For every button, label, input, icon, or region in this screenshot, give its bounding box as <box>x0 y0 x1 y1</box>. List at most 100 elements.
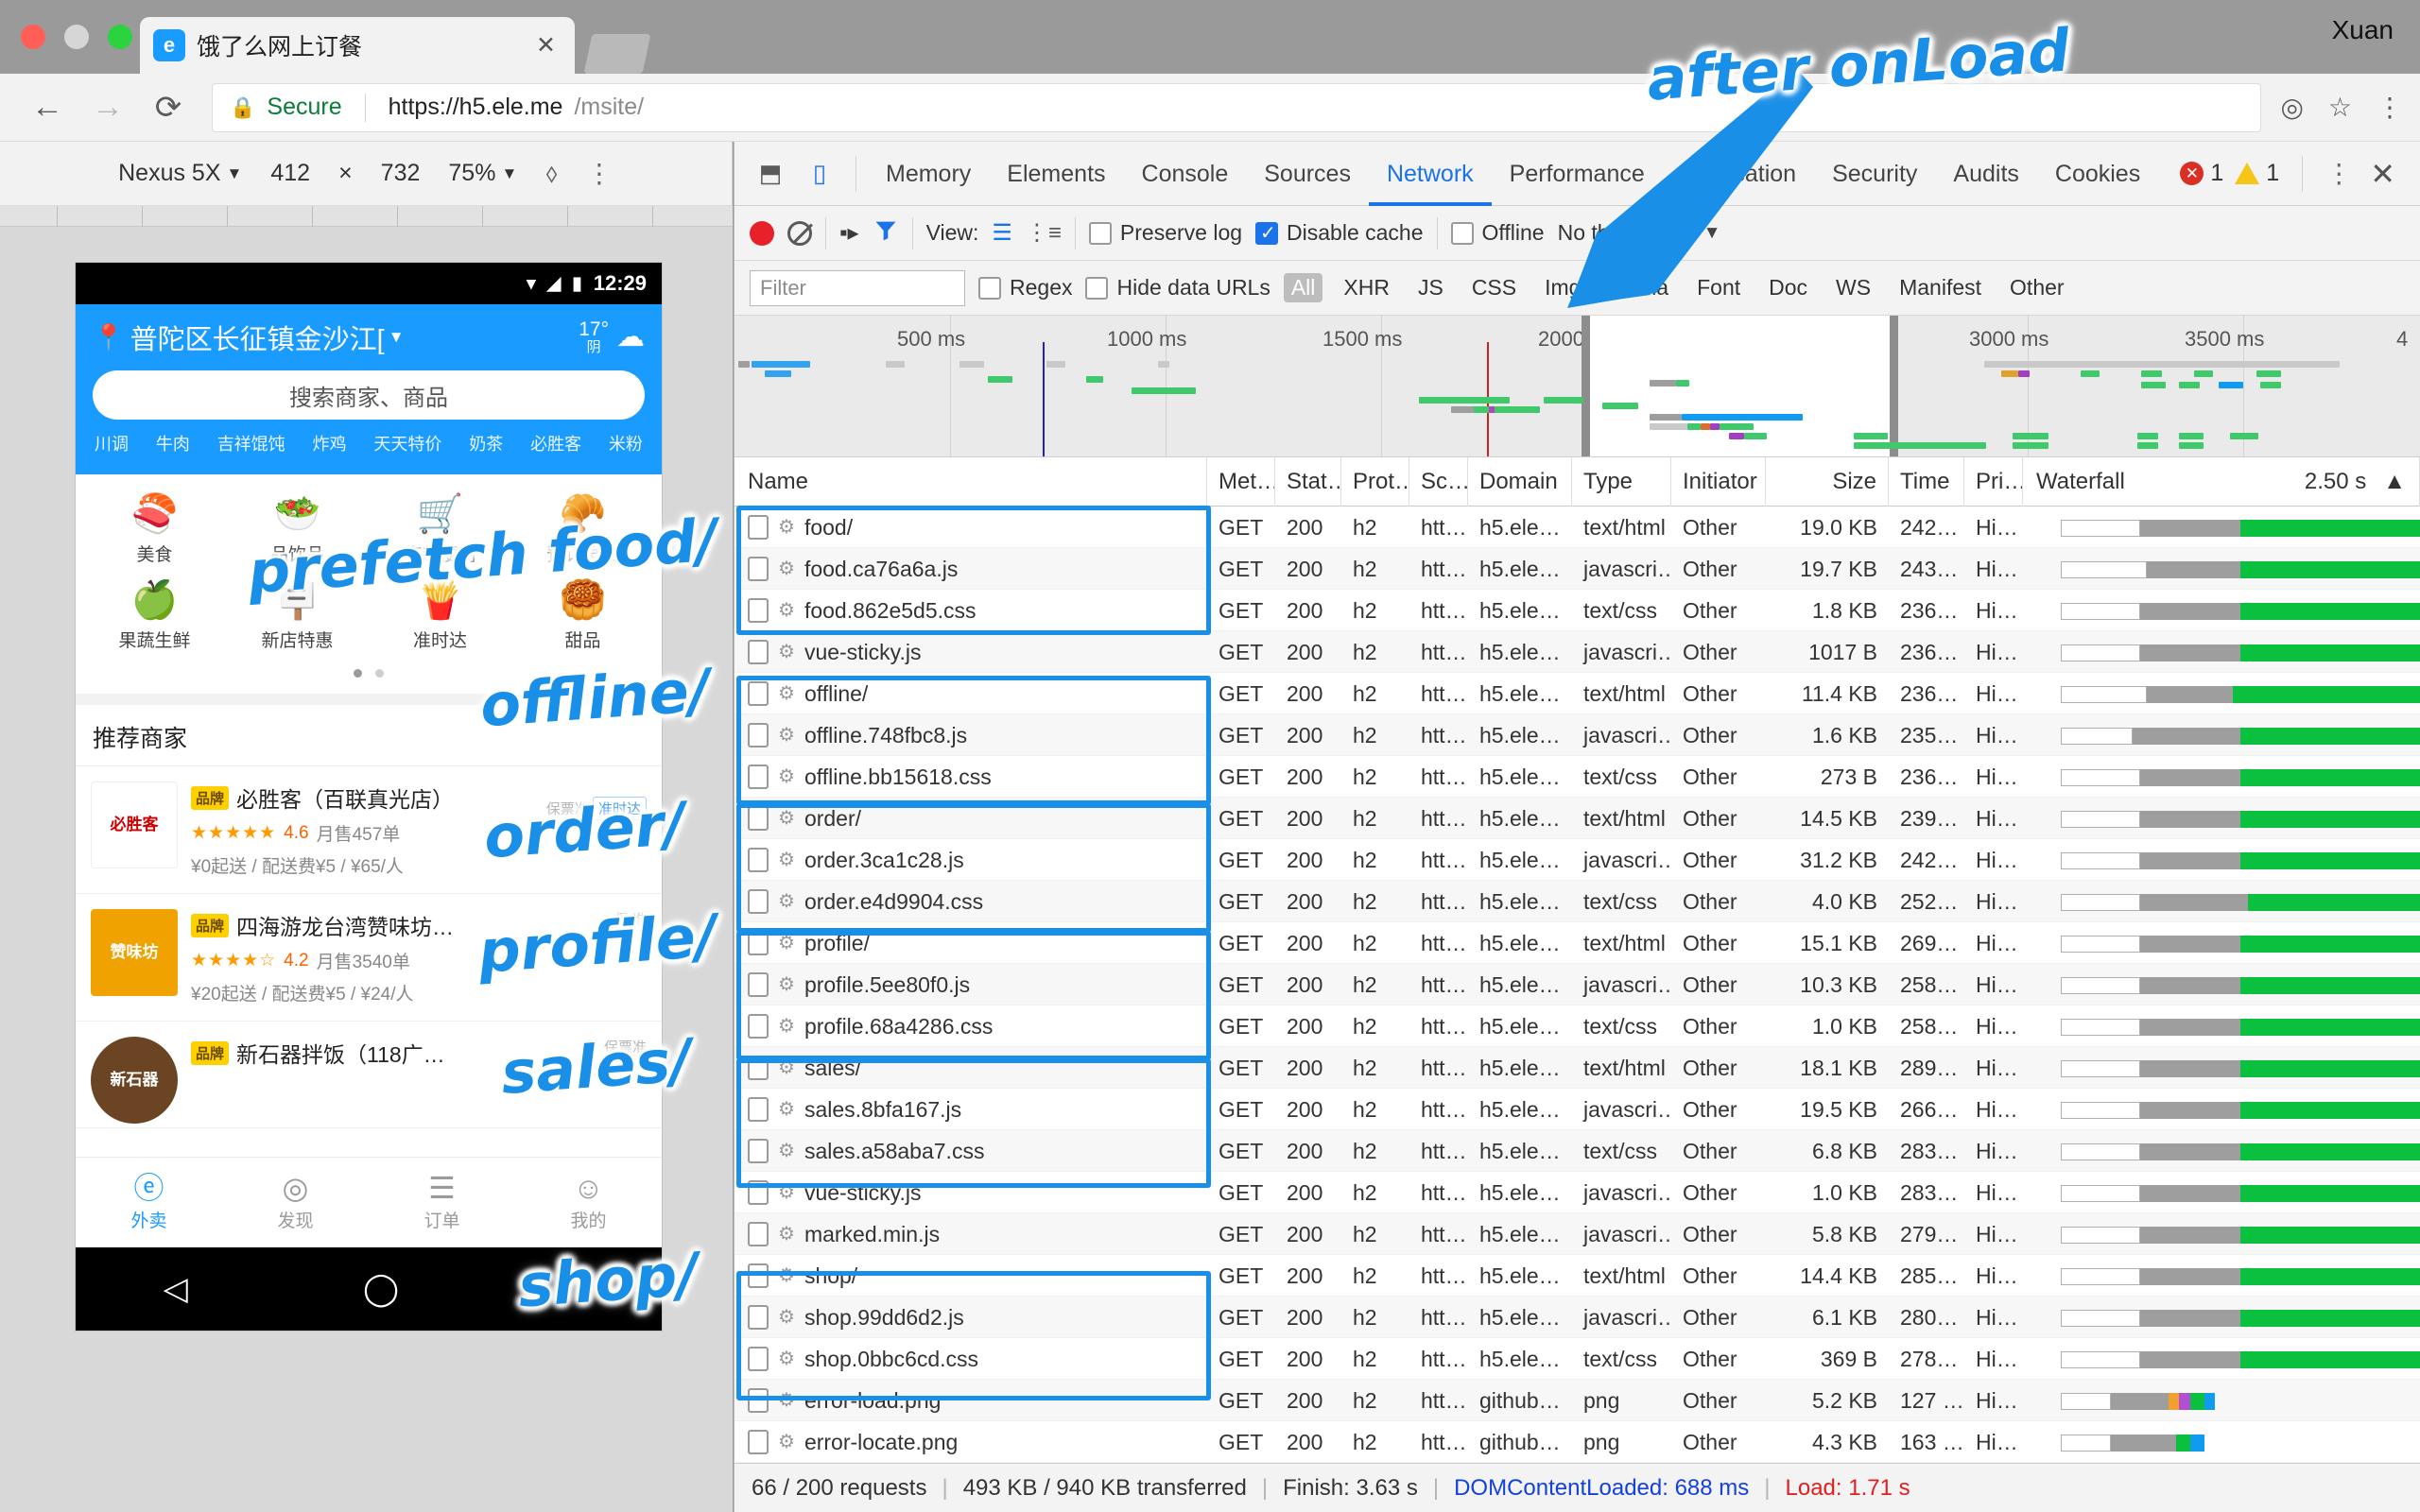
overview-handle-left[interactable] <box>1582 316 1590 456</box>
table-row[interactable]: ⚙ order.e4d9904.css GET 200 h2 htt… h5.ele… tex… <box>735 881 2420 922</box>
row-checkbox[interactable] <box>748 639 769 664</box>
device-toggle-icon[interactable]: ▯ <box>812 159 827 187</box>
address-bar[interactable]: 🔒 Secure https://h5.ele.me /msite/ <box>212 82 2262 132</box>
record-icon[interactable] <box>750 220 774 246</box>
new-tab-button[interactable] <box>583 34 651 74</box>
table-row[interactable]: ⚙ food.ca76a6a.js GET 200 h2 htt… h5.ele… javas… <box>735 548 2420 590</box>
type-filter-ws[interactable]: WS <box>1836 275 1872 300</box>
table-row[interactable]: ⚙ food.862e5d5.css GET 200 h2 htt… h5.ele… text… <box>735 590 2420 631</box>
carousel-dot[interactable] <box>375 669 385 678</box>
table-row[interactable]: ⚙ order.3ca1c28.js GET 200 h2 htt… h5.ele… java… <box>735 839 2420 881</box>
row-checkbox[interactable] <box>748 930 769 955</box>
table-row[interactable]: ⚙ profile.68a4286.css GET 200 h2 htt… h5.ele… t… <box>735 1005 2420 1047</box>
table-row[interactable]: ⚙ error-locate.png GET 200 h2 htt… github… png O… <box>735 1421 2420 1463</box>
quicklink[interactable]: 川调 <box>95 435 129 454</box>
regex-checkbox[interactable]: Regex <box>978 275 1072 301</box>
row-checkbox[interactable] <box>748 680 769 706</box>
inspect-icon[interactable]: ⬒ <box>758 159 783 187</box>
tab-application[interactable]: Application <box>1680 160 1797 187</box>
row-checkbox[interactable] <box>748 1096 769 1122</box>
kebab-menu-icon[interactable]: ⋮ <box>2377 93 2403 122</box>
row-checkbox[interactable] <box>748 1263 769 1288</box>
tab-discover[interactable]: ◎ 发现 <box>222 1158 369 1247</box>
row-checkbox[interactable] <box>748 597 769 623</box>
table-row[interactable]: ⚙ error-load.png GET 200 h2 htt… github… png Oth… <box>735 1380 2420 1421</box>
category-item[interactable]: 🛒 商超便利 <box>369 490 511 566</box>
type-filter-css[interactable]: CSS <box>1471 275 1517 300</box>
row-checkbox[interactable] <box>748 1304 769 1330</box>
row-checkbox[interactable] <box>748 888 769 914</box>
table-row[interactable]: ⚙ shop.99dd6d2.js GET 200 h2 htt… h5.ele… javas… <box>735 1297 2420 1338</box>
overview-handle-right[interactable] <box>1890 316 1898 456</box>
tab-network[interactable]: Network <box>1369 142 1492 206</box>
device-height[interactable]: 732 <box>380 160 421 186</box>
table-row[interactable]: ⚙ food/GET 200 h2 htt… h5.ele… text/html Other 1… <box>735 507 2420 548</box>
tab-cookies[interactable]: Cookies <box>2054 160 2141 187</box>
close-window-button[interactable] <box>21 25 45 49</box>
col-size[interactable]: Size <box>1766 457 1889 507</box>
type-filter-all[interactable]: All <box>1283 273 1323 302</box>
device-width[interactable]: 412 <box>270 160 311 186</box>
row-checkbox[interactable] <box>748 1179 769 1205</box>
type-filter-manifest[interactable]: Manifest <box>1899 275 1982 300</box>
type-filter-other[interactable]: Other <box>2010 275 2065 300</box>
tab-waimai[interactable]: ⓔ 外卖 <box>76 1158 222 1247</box>
category-item[interactable]: 🍟 准时达 <box>369 576 511 652</box>
error-count[interactable]: ✕ 1 <box>2180 160 2223 187</box>
quicklink[interactable]: 炸鸡 <box>312 435 347 454</box>
table-row[interactable]: ⚙ sales.8bfa167.js GET 200 h2 htt… h5.ele… java… <box>735 1089 2420 1130</box>
tab-performance[interactable]: Performance <box>1509 160 1645 187</box>
row-checkbox[interactable] <box>748 1221 769 1246</box>
row-checkbox[interactable] <box>748 722 769 747</box>
forward-icon[interactable]: → <box>92 89 124 125</box>
tab-audits[interactable]: Audits <box>1953 160 2019 187</box>
table-row[interactable]: ⚙ offline.748fbc8.js GET 200 h2 htt… h5.ele… ja… <box>735 714 2420 756</box>
row-checkbox[interactable] <box>748 514 769 540</box>
network-overview-timeline[interactable]: 500 ms 1000 ms 1500 ms 2000 ms 2500 ms 3… <box>735 316 2420 457</box>
col-type[interactable]: Type <box>1572 457 1671 507</box>
col-method[interactable]: Met… <box>1207 457 1275 507</box>
col-status[interactable]: Stat… <box>1275 457 1341 507</box>
type-filter-img[interactable]: Img <box>1545 275 1582 300</box>
type-filter-media[interactable]: Media <box>1609 275 1669 300</box>
category-item[interactable]: 🥗 品饮品 <box>226 490 369 566</box>
col-initiator[interactable]: Initiator <box>1671 457 1766 507</box>
table-row[interactable]: ⚙ offline/GET 200 h2 htt… h5.ele… text/html Oth… <box>735 673 2420 714</box>
table-row[interactable]: ⚙ marked.min.js GET 200 h2 htt… h5.ele… javascr… <box>735 1213 2420 1255</box>
preserve-log-checkbox[interactable]: Preserve log <box>1088 220 1242 246</box>
col-domain[interactable]: Domain <box>1468 457 1572 507</box>
reload-icon[interactable]: ⟳ <box>154 89 182 126</box>
tab-sources[interactable]: Sources <box>1264 160 1351 187</box>
tab-profile[interactable]: ☺ 我的 <box>515 1158 662 1247</box>
row-checkbox[interactable] <box>748 1055 769 1080</box>
browser-tab[interactable]: e 饿了么网上订餐 ✕ <box>140 17 575 74</box>
col-waterfall[interactable]: Waterfall 2.50 s ▲ <box>2023 457 2420 507</box>
tab-orders[interactable]: ☰ 订单 <box>369 1158 515 1247</box>
search-input[interactable]: 搜索商家、商品 <box>93 370 645 420</box>
table-row[interactable]: ⚙ profile.5ee80f0.js GET 200 h2 htt… h5.ele… ja… <box>735 964 2420 1005</box>
back-triangle-icon[interactable]: ◁ <box>163 1271 188 1307</box>
type-filter-doc[interactable]: Doc <box>1769 275 1808 300</box>
sort-caret-icon[interactable]: ▲ <box>2383 468 2406 494</box>
rotate-icon[interactable]: ⬨ <box>545 158 558 187</box>
table-row[interactable]: ⚙ sales.a58aba7.css GET 200 h2 htt… h5.ele… tex… <box>735 1130 2420 1172</box>
type-filter-xhr[interactable]: XHR <box>1343 275 1390 300</box>
category-item[interactable]: 🍏 果蔬生鲜 <box>83 576 226 652</box>
home-circle-icon[interactable]: ◯ <box>363 1271 400 1307</box>
row-checkbox[interactable] <box>748 847 769 872</box>
table-row[interactable]: ⚙ vue-sticky.js GET 200 h2 htt… h5.ele… javascr… <box>735 631 2420 673</box>
col-priority[interactable]: Pri… <box>1964 457 2023 507</box>
type-filter-js[interactable]: JS <box>1417 275 1443 300</box>
row-checkbox[interactable] <box>748 1013 769 1039</box>
table-row[interactable]: ⚙ offline.bb15618.css GET 200 h2 htt… h5.ele… t… <box>735 756 2420 798</box>
filter-input[interactable]: Filter <box>750 269 965 306</box>
maximize-window-button[interactable] <box>108 25 132 49</box>
quicklink[interactable]: 必胜客 <box>530 435 582 454</box>
row-checkbox[interactable] <box>748 805 769 831</box>
table-row[interactable]: ⚙ sales/GET 200 h2 htt… h5.ele… text/html Other… <box>735 1047 2420 1089</box>
star-icon[interactable]: ☆ <box>2327 93 2352 122</box>
location-row[interactable]: 📍 普陀区长征镇金沙江[ ▼ 17° 阴 ☁ <box>93 318 645 357</box>
col-time[interactable]: Time <box>1889 457 1964 507</box>
table-row[interactable]: ⚙ profile/GET 200 h2 htt… h5.ele… text/html Oth… <box>735 922 2420 964</box>
table-row[interactable]: ⚙ order/GET 200 h2 htt… h5.ele… text/html Other… <box>735 798 2420 839</box>
